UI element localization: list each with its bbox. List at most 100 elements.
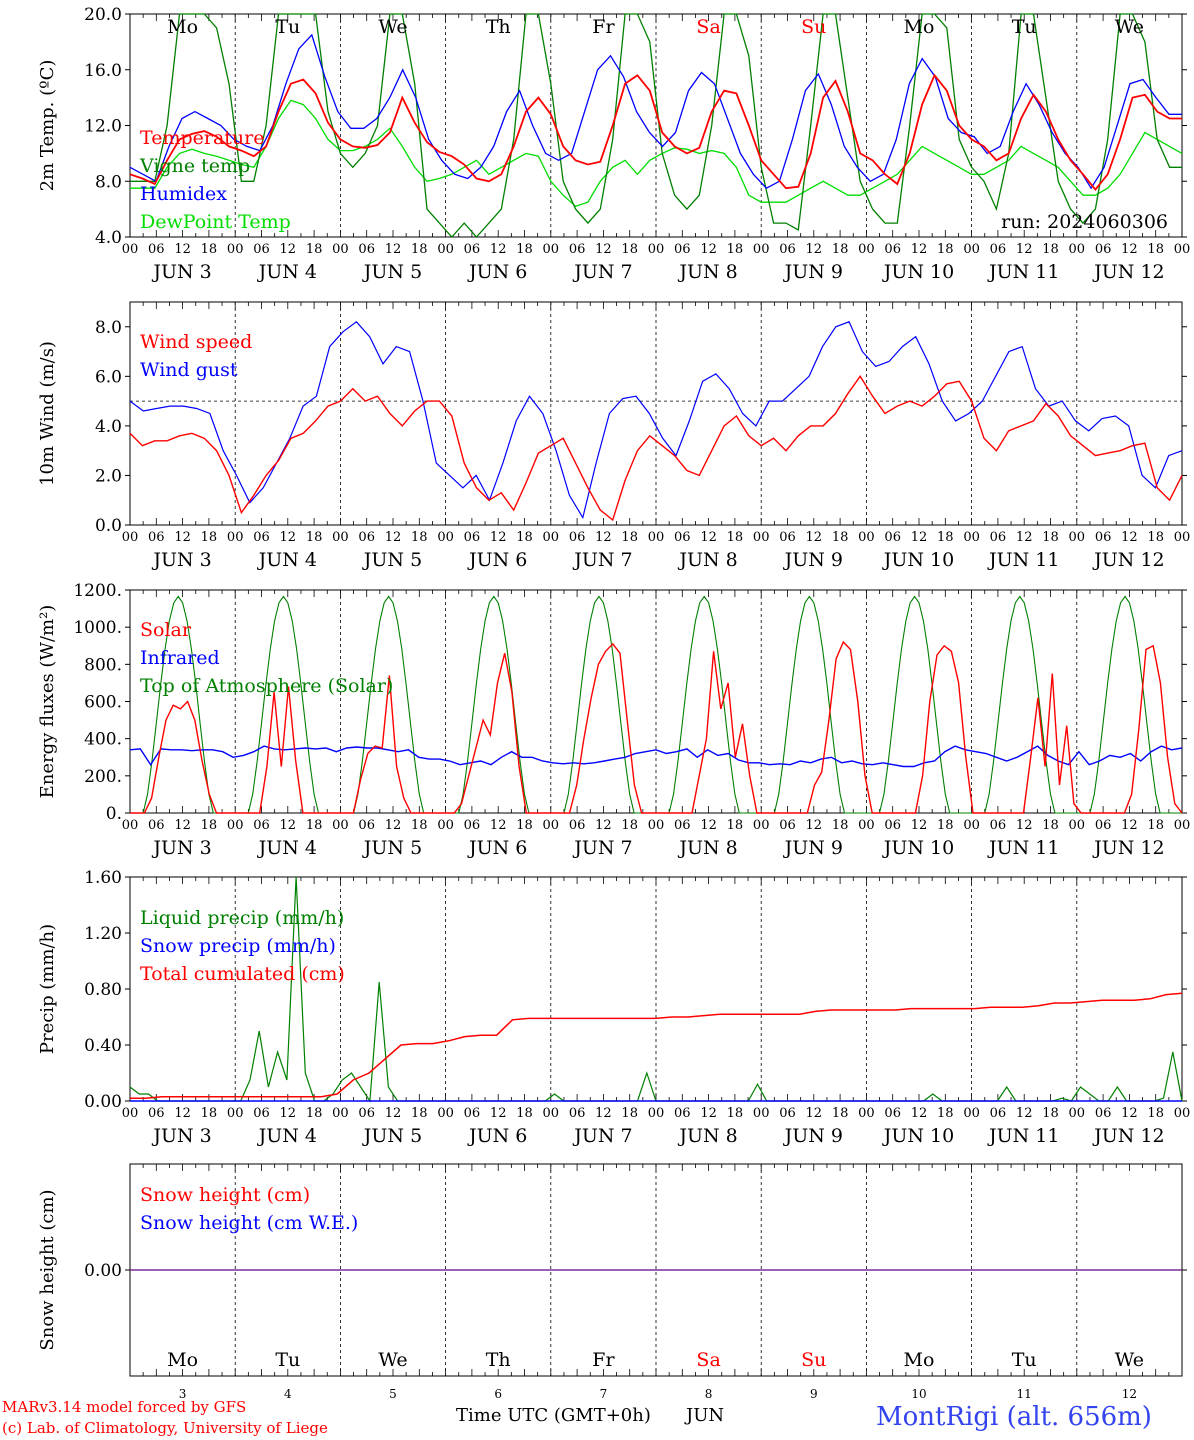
x-tick-label: 06 [990, 818, 1007, 833]
weekday-label: Mo [167, 16, 198, 38]
temp-series-line [130, 13, 1182, 238]
date-label: JUN 7 [572, 549, 632, 571]
x-tick-label: 12 [490, 818, 507, 833]
x-tick-label: 12 [700, 530, 717, 545]
x-tick-label: 18 [411, 242, 428, 257]
y-axis-title-0: 2m Temp. (ºC) [37, 60, 58, 192]
y-tick-label: 1.20 [84, 924, 122, 944]
x-tick-label: 12 [385, 1106, 402, 1121]
x-tick-label: 00 [858, 530, 875, 545]
x-tick-label: 12 [174, 530, 191, 545]
x-tick-label: 06 [674, 530, 691, 545]
legend-entry: Wind speed [140, 331, 252, 353]
y-tick-label: 600. [84, 693, 122, 713]
y-tick-label: 0.00 [84, 1092, 122, 1112]
legend-entry: Top of Atmosphere (Solar) [140, 675, 393, 697]
x-tick-label: 18 [1042, 818, 1059, 833]
x-tick-label: 00 [858, 1106, 875, 1121]
x-tick-label: 06 [569, 242, 586, 257]
x-tick-label: 06 [884, 242, 901, 257]
x-tick-label: 18 [411, 530, 428, 545]
y-tick-label: 16.0 [84, 61, 122, 81]
date-label: JUN 8 [677, 261, 737, 283]
y-tick-label: 4.0 [95, 228, 122, 248]
x-tick-label: 06 [674, 818, 691, 833]
date-label: JUN 9 [783, 549, 843, 571]
x-tick-label: 12 [911, 818, 928, 833]
date-label: JUN 12 [1092, 837, 1164, 859]
date-label: JUN 7 [572, 261, 632, 283]
y-tick-label: 12.0 [84, 117, 122, 137]
x-tick-label: 18 [1147, 818, 1164, 833]
date-label: JUN 7 [572, 837, 632, 859]
x-tick-label: 12 [595, 818, 612, 833]
x-tick-label: 00 [227, 1106, 244, 1121]
panel-frame-0 [129, 13, 1183, 238]
x-tick-label: 12 [806, 242, 823, 257]
x-tick-label: 18 [727, 242, 744, 257]
day-number: 7 [600, 1387, 608, 1401]
x-tick-label: 12 [1121, 242, 1138, 257]
x-tick-label: 18 [516, 818, 533, 833]
y-tick-label: 8.0 [95, 318, 122, 338]
legend-entry: Liquid precip (mm/h) [140, 907, 344, 929]
date-label: JUN 6 [467, 549, 527, 571]
day-number: 6 [494, 1387, 502, 1401]
x-tick-label: 12 [385, 818, 402, 833]
date-label: JUN 5 [362, 1125, 422, 1147]
wind-gust-line [129, 320, 1183, 520]
date-label: JUN 11 [987, 837, 1059, 859]
x-tick-label: 06 [884, 818, 901, 833]
y-tick-label: 1200. [73, 581, 122, 601]
x-tick-label: 06 [569, 530, 586, 545]
x-tick-label: 00 [858, 818, 875, 833]
x-tick-label: 06 [464, 818, 481, 833]
date-label: JUN 3 [151, 261, 211, 283]
y-tick-label: 0.80 [84, 980, 122, 1000]
x-tick-label: 00 [963, 242, 980, 257]
x-tick-label: 18 [621, 818, 638, 833]
y-tick-label: 400. [84, 730, 122, 750]
y-axis-title-4: Snow height (cm) [37, 1189, 58, 1350]
x-tick-label: 06 [674, 1106, 691, 1121]
date-label: JUN 10 [882, 549, 954, 571]
x-tick-label: 12 [280, 242, 297, 257]
x-tick-label: 18 [516, 242, 533, 257]
x-tick-label: 12 [280, 818, 297, 833]
x-tick-label: 18 [201, 1106, 218, 1121]
date-label: JUN 12 [1092, 261, 1164, 283]
legend-entry: Humidex [140, 183, 227, 205]
x-tick-label: 00 [753, 530, 770, 545]
weekday-label: Su [801, 1349, 826, 1371]
x-tick-label: 00 [227, 818, 244, 833]
x-tick-label: 18 [516, 1106, 533, 1121]
x-tick-label: 00 [543, 242, 560, 257]
date-label: JUN 6 [467, 261, 527, 283]
date-label: JUN 10 [882, 261, 954, 283]
y-axis-title-2: Energy fluxes (W/m²) [37, 605, 58, 799]
x-tick-label: 18 [832, 242, 849, 257]
x-tick-label: 06 [358, 530, 375, 545]
date-label: JUN 11 [987, 261, 1059, 283]
x-tick-label: 18 [832, 1106, 849, 1121]
time-axis-label: Time UTC (GMT+0h) [456, 1405, 651, 1426]
x-tick-label: 06 [358, 242, 375, 257]
y-tick-label: 2.0 [95, 466, 122, 486]
x-tick-label: 18 [201, 818, 218, 833]
date-label: JUN 7 [572, 1125, 632, 1147]
x-tick-label: 12 [1016, 818, 1033, 833]
weekday-label: Mo [167, 1349, 198, 1371]
date-label: JUN 11 [987, 549, 1059, 571]
weekday-label: Tu [275, 16, 300, 38]
x-tick-label: 06 [148, 818, 165, 833]
x-tick-label: 00 [437, 530, 454, 545]
x-tick-label: 18 [201, 242, 218, 257]
x-tick-label: 06 [1095, 530, 1112, 545]
day-number: 5 [389, 1387, 397, 1401]
day-number: 11 [1017, 1387, 1032, 1401]
x-tick-label: 00 [332, 242, 349, 257]
x-tick-label: 00 [858, 242, 875, 257]
y-axis-title-3: Precip (mm/h) [37, 924, 58, 1054]
weekday-label: We [378, 1349, 407, 1371]
